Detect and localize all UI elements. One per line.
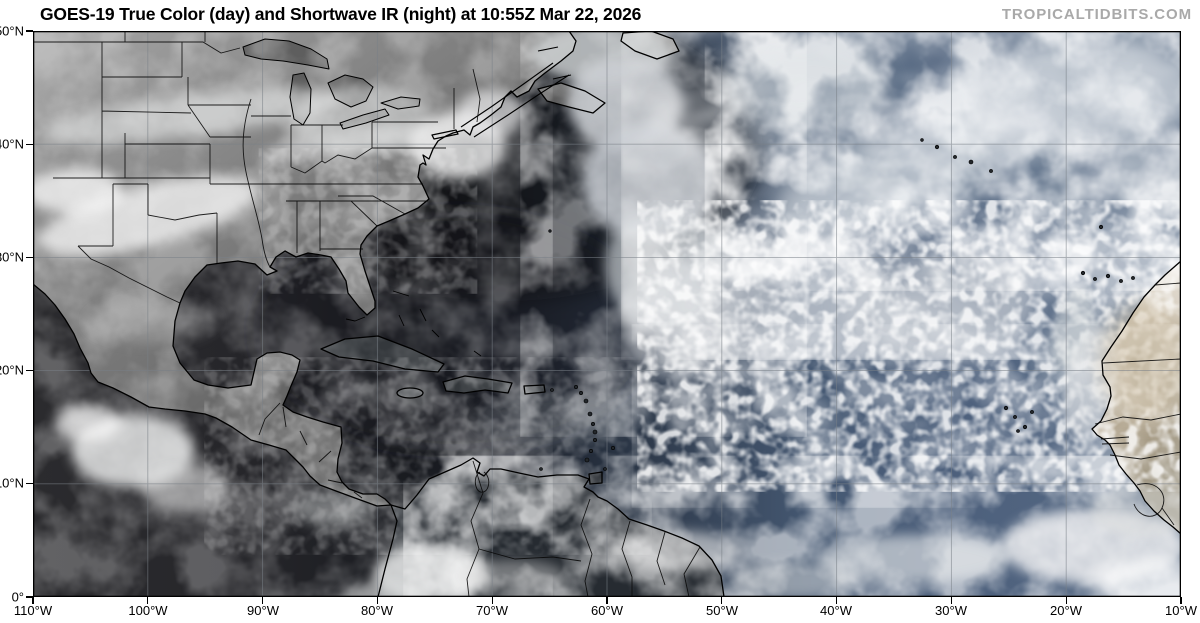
lat-label: 50°N — [0, 23, 24, 39]
lat-tick — [26, 30, 33, 32]
lon-tick — [721, 597, 723, 604]
lon-label: 60°W — [591, 603, 623, 618]
lat-label: 40°N — [0, 136, 24, 152]
lon-label: 20°W — [1050, 603, 1082, 618]
map-frame — [33, 31, 1181, 597]
lon-tick — [376, 597, 379, 604]
lat-label: 20°N — [0, 362, 24, 378]
state-borders — [33, 31, 481, 304]
lon-tick — [950, 597, 953, 604]
lat-tick — [26, 483, 33, 485]
lon-tick — [261, 597, 264, 604]
lon-label: 40°W — [820, 603, 852, 618]
lat-tick — [26, 369, 33, 372]
lon-label: 70°W — [476, 603, 508, 618]
lon-tick — [147, 597, 149, 604]
satellite-map-canvas — [33, 31, 1181, 597]
lat-label: 30°N — [0, 249, 24, 265]
lat-tick — [26, 256, 33, 259]
lat-label: 0° — [11, 589, 24, 605]
lat-label: 10°N — [0, 475, 24, 491]
lon-tick — [491, 597, 493, 604]
lon-label: 100°W — [128, 603, 168, 618]
lon-tick — [32, 597, 34, 604]
gridlines — [33, 31, 1181, 597]
country-borders — [258, 282, 1181, 597]
lon-label: 80°W — [361, 603, 393, 618]
page-title: GOES-19 True Color (day) and Shortwave I… — [40, 4, 642, 24]
lon-label: 90°W — [247, 603, 279, 618]
lon-tick — [835, 597, 838, 604]
lon-label: 30°W — [935, 603, 967, 618]
lon-label: 50°W — [706, 603, 738, 618]
bahamas-and-keys — [345, 290, 482, 357]
lon-tick — [1065, 597, 1067, 604]
lon-tick — [606, 597, 608, 604]
lon-label: 10°W — [1165, 603, 1197, 618]
coastlines — [33, 31, 1181, 597]
cloud-layer — [33, 31, 1181, 597]
lon-label: 110°W — [13, 603, 53, 618]
satellite-image[interactable] — [33, 31, 1181, 597]
lon-tick — [1180, 597, 1182, 604]
watermark: TROPICALTIDBITS.COM — [1001, 6, 1192, 23]
lat-tick — [26, 143, 33, 145]
lat-tick — [26, 596, 33, 598]
small-islands — [539, 138, 1135, 471]
